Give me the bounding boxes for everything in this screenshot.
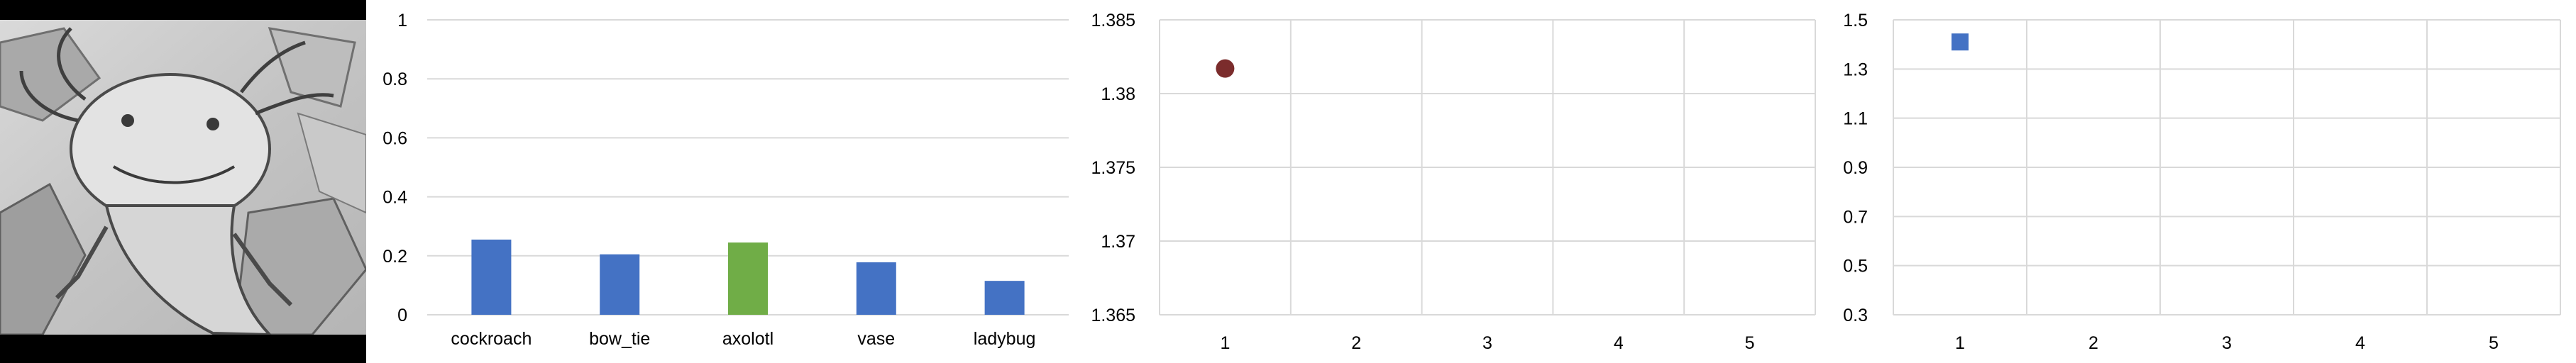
bar-cockroach xyxy=(471,239,512,315)
bar-chart-panel: 0 0.2 0.4 0.6 0.8 1 cockroach bow_tie axolotl vas… xyxy=(366,0,1084,363)
y-tick-label: 0.7 xyxy=(1843,207,1868,227)
scatter-chart-1: 1.365 1.37 1.375 1.38 1.385 1 2 3 4 5 xyxy=(1091,11,1816,353)
x-tick-label: 3 xyxy=(2222,333,2232,353)
y-tick-label: 1.37 xyxy=(1101,232,1135,252)
x-tick-label: 1 xyxy=(1220,333,1230,353)
data-point xyxy=(1952,33,1969,51)
x-tick-label: 2 xyxy=(1351,333,1361,353)
scatter-chart-1-panel: 1.365 1.37 1.375 1.38 1.385 1 2 3 4 5 xyxy=(1084,0,1829,363)
class-probability-bar-chart: 0 0.2 0.4 0.6 0.8 1 cockroach bow_tie axolotl vas… xyxy=(382,11,1069,349)
y-tick-label: 1.385 xyxy=(1091,11,1135,30)
bar-ladybug xyxy=(984,281,1025,315)
x-tick-label: 4 xyxy=(1614,333,1624,353)
x-category-label: ladybug xyxy=(974,329,1036,349)
y-tick-label: 0 xyxy=(397,306,407,325)
scatter-chart-2-panel: 0.3 0.5 0.7 0.9 1.1 1.3 1.5 1 2 3 4 5 xyxy=(1829,0,2576,363)
bar-vase xyxy=(856,262,896,315)
x-tick-label: 5 xyxy=(2489,333,2499,353)
x-category-label: axolotl xyxy=(722,329,774,349)
scatter-chart-2: 0.3 0.5 0.7 0.9 1.1 1.3 1.5 1 2 3 4 5 xyxy=(1843,11,2561,353)
bar-bow-tie xyxy=(600,254,640,315)
x-tick-label: 5 xyxy=(1745,333,1755,353)
x-tick-label: 3 xyxy=(1482,333,1492,353)
y-tick-label: 1.375 xyxy=(1091,158,1135,178)
x-category-label: vase xyxy=(857,329,895,349)
x-category-label: bow_tie xyxy=(589,329,650,349)
data-point xyxy=(1216,59,1235,78)
y-tick-label: 0.8 xyxy=(382,69,407,89)
x-category-label: cockroach xyxy=(451,329,532,349)
y-tick-label: 1.3 xyxy=(1843,60,1868,79)
y-tick-label: 1.1 xyxy=(1843,109,1868,129)
y-tick-label: 0.2 xyxy=(382,247,407,267)
x-tick-label: 4 xyxy=(2355,333,2365,353)
y-tick-label: 1 xyxy=(397,11,407,30)
x-tick-label: 2 xyxy=(2088,333,2098,353)
y-tick-label: 0.3 xyxy=(1843,306,1868,325)
bar-axolotl xyxy=(728,242,768,315)
y-tick-label: 1.5 xyxy=(1843,11,1868,30)
y-tick-label: 1.365 xyxy=(1091,306,1135,325)
axolotl-drawing-image xyxy=(0,0,366,363)
x-tick-label: 1 xyxy=(1955,333,1965,353)
axolotl-drawing-picture xyxy=(0,0,366,363)
y-tick-label: 0.4 xyxy=(382,188,407,208)
y-tick-label: 0.6 xyxy=(382,128,407,148)
y-tick-label: 0.5 xyxy=(1843,257,1868,277)
y-tick-label: 0.9 xyxy=(1843,158,1868,178)
y-tick-label: 1.38 xyxy=(1101,84,1135,104)
